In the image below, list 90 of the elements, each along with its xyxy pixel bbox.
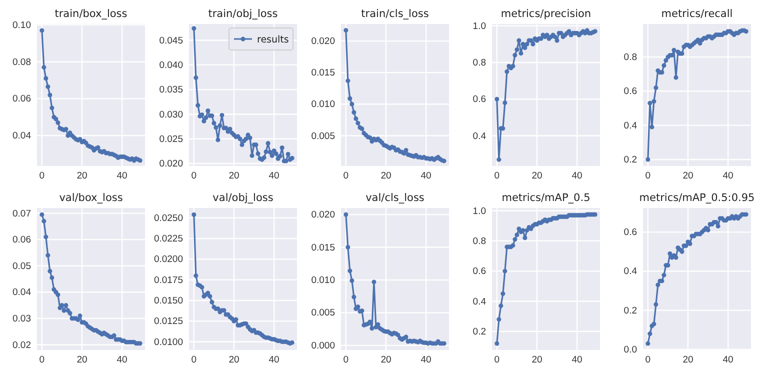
y-tick-label: 0.08	[12, 56, 31, 68]
y-tick-label: 0.020	[159, 158, 183, 170]
chart-title: val/cls_loss	[366, 192, 424, 204]
x-tick-label: 0	[343, 354, 349, 366]
y-tick-label: 0.06	[12, 234, 31, 246]
y-tick-label: 0.005	[311, 308, 335, 319]
chart-title: train/obj_loss	[208, 8, 278, 20]
chart-title: metrics/mAP_0.5	[502, 192, 590, 204]
x-tick-label: 20	[76, 354, 88, 366]
x-tick-label: 40	[268, 354, 280, 366]
y-tick-label: 0.2	[472, 326, 486, 338]
x-tick-label: 40	[420, 354, 432, 366]
x-tick-label: 0	[39, 170, 45, 182]
y-tick-label: 0.0150	[154, 296, 183, 307]
y-tick-label: 0.0200	[154, 254, 183, 266]
x-tick-label: 20	[228, 170, 240, 182]
x-tick-label: 20	[380, 170, 392, 182]
y-tick-label: 0.0125	[154, 316, 183, 328]
x-tick-label: 20	[682, 354, 694, 366]
y-tick-label: 0.2	[624, 305, 637, 316]
chart-title: val/obj_loss	[212, 192, 274, 204]
y-tick-label: 0.040	[159, 60, 183, 71]
y-tick-label: 0.005	[311, 130, 335, 142]
y-tick-label: 0.6	[624, 86, 637, 98]
y-tick-label: 1.0	[472, 20, 486, 32]
y-tick-label: 0.06	[12, 94, 31, 105]
y-tick-label: 0.035	[159, 84, 183, 96]
y-tick-label: 0.0100	[154, 336, 183, 348]
y-tick-label: 0.6	[472, 94, 486, 106]
y-tick-label: 0.2	[624, 154, 637, 166]
x-tick-label: 0	[343, 170, 349, 182]
x-tick-label: 20	[380, 354, 392, 366]
x-tick-label: 20	[532, 354, 542, 366]
y-tick-label: 0.6	[472, 266, 486, 278]
y-tick-label: 0.04	[12, 130, 31, 142]
y-tick-label: 0.03	[12, 313, 31, 324]
y-tick-label: 0.4	[472, 130, 486, 142]
y-tick-label: 0.04	[12, 287, 31, 298]
x-tick-label: 40	[722, 170, 734, 182]
legend-label: results	[257, 34, 289, 46]
y-tick-label: 0.010	[311, 99, 335, 110]
y-tick-label: 0.015	[311, 68, 335, 79]
x-tick-label: 40	[116, 170, 128, 182]
y-tick-label: 0.4	[472, 296, 486, 308]
x-tick-label: 20	[76, 170, 88, 182]
y-tick-label: 0.020	[311, 36, 335, 48]
x-tick-label: 20	[532, 170, 542, 182]
y-tick-label: 0.05	[12, 260, 31, 272]
y-tick-label: 0.6	[624, 227, 637, 238]
x-tick-label: 0	[645, 354, 651, 366]
x-tick-label: 0	[645, 170, 651, 182]
x-tick-label: 40	[116, 354, 128, 366]
chart-title: val/box_loss	[59, 192, 123, 204]
y-tick-label: 0.020	[311, 210, 335, 221]
chart-title: train/box_loss	[54, 8, 128, 20]
x-tick-label: 40	[420, 170, 432, 182]
y-tick-label: 0.4	[624, 120, 637, 132]
chart-title: train/cls_loss	[361, 8, 429, 20]
chart-title: metrics/recall	[661, 8, 733, 20]
y-tick-label: 0.10	[12, 20, 31, 31]
chart-title: metrics/precision	[500, 8, 592, 20]
x-tick-label: 40	[572, 354, 582, 366]
x-tick-label: 0	[191, 354, 197, 366]
y-tick-label: 0.045	[159, 35, 183, 46]
y-tick-label: 0.000	[311, 340, 335, 352]
y-tick-label: 0.0225	[154, 234, 183, 245]
y-tick-label: 0.025	[159, 134, 183, 145]
x-tick-label: 40	[722, 354, 734, 366]
chart-title: metrics/mAP_0.5:0.95	[639, 192, 755, 204]
y-tick-label: 0.0	[624, 344, 637, 356]
x-tick-label: 20	[682, 170, 694, 182]
x-tick-label: 40	[572, 170, 582, 182]
x-tick-label: 0	[494, 354, 500, 366]
x-tick-label: 20	[228, 354, 240, 366]
x-tick-label: 0	[191, 170, 197, 182]
x-tick-label: 40	[268, 170, 280, 182]
y-tick-label: 0.0250	[154, 212, 183, 224]
y-tick-label: 0.010	[311, 275, 335, 286]
x-tick-label: 0	[494, 170, 500, 182]
y-tick-label: 0.07	[12, 208, 31, 220]
y-tick-label: 0.8	[472, 236, 486, 247]
y-tick-label: 0.02	[12, 340, 31, 351]
y-tick-label: 0.0175	[154, 274, 183, 286]
y-tick-label: 0.8	[472, 58, 486, 69]
y-tick-label: 1.0	[472, 206, 486, 217]
y-tick-label: 0.030	[159, 109, 183, 120]
y-tick-label: 0.4	[624, 266, 637, 278]
y-tick-label: 0.8	[624, 52, 637, 64]
x-tick-label: 0	[39, 354, 45, 366]
y-tick-label: 0.015	[311, 242, 335, 254]
